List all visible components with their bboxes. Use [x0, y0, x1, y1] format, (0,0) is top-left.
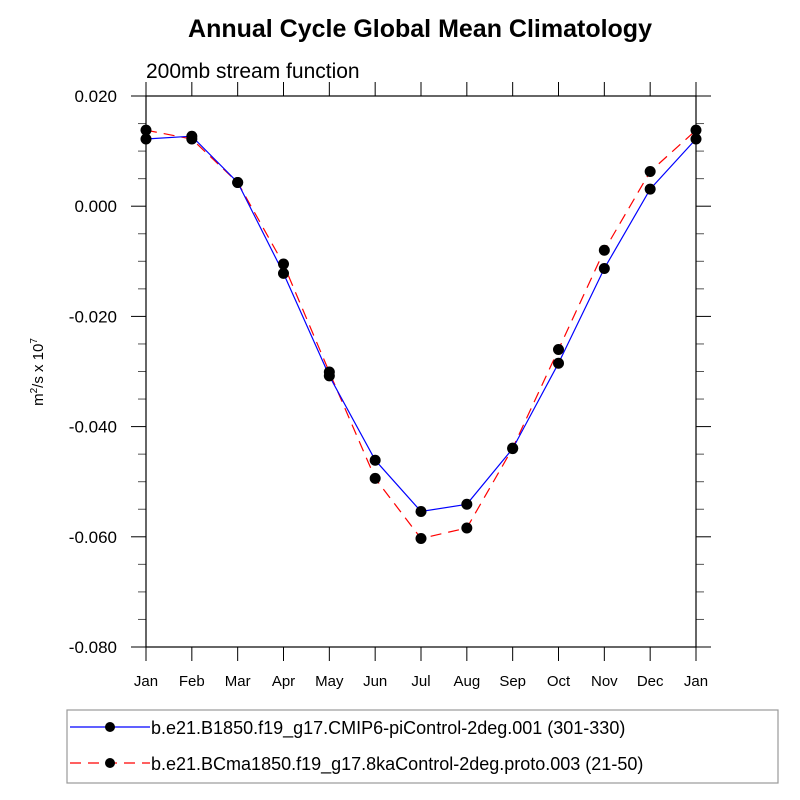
data-point-series-0 — [369, 454, 381, 466]
chart-subtitle: 200mb stream function — [146, 60, 360, 83]
y-axis-label-mid: /s x 10 — [30, 344, 47, 388]
legend-item-1: b.e21.BCma1850.f19_g17.8kaControl-2deg.p… — [70, 754, 643, 775]
legend-item-0: b.e21.B1850.f19_g17.CMIP6-piControl-2deg… — [70, 718, 625, 739]
svg-text:m2/s x 107: m2/s x 107 — [29, 338, 47, 406]
legend-marker-1 — [105, 758, 115, 768]
data-point-series-1 — [415, 532, 427, 544]
x-tick-label: Nov — [591, 673, 618, 690]
x-tick-label: Sep — [499, 673, 526, 690]
y-tick-label: 0.020 — [74, 87, 117, 106]
x-tick-label: Jun — [363, 673, 387, 690]
plot-frame — [145, 95, 697, 648]
axis-tick-labels: Jan Feb Mar Apr May Jun Jul Aug Sep Oct Nov Dec Jan 0… — [69, 87, 708, 690]
x-tick-label: Dec — [637, 673, 664, 690]
y-axis-label-sup2: 7 — [29, 338, 40, 344]
x-tick-label: Oct — [547, 673, 571, 690]
data-point-series-1 — [186, 133, 198, 145]
legend: b.e21.B1850.f19_g17.CMIP6-piControl-2deg… — [66, 709, 779, 784]
data-point-series-1 — [461, 522, 473, 534]
y-tick-label: 0.000 — [74, 197, 117, 216]
data-point-series-0 — [553, 357, 564, 369]
series-line-1 — [145, 129, 697, 540]
data-point-series-1 — [644, 165, 656, 177]
data-point-series-1 — [278, 258, 289, 270]
series-layer — [140, 124, 702, 544]
data-point-series-0 — [461, 498, 473, 510]
y-tick-label: -0.060 — [69, 528, 117, 547]
x-tick-label: Apr — [272, 673, 295, 690]
legend-box — [66, 709, 779, 784]
y-tick-label: -0.020 — [69, 307, 117, 326]
series-line-0 — [145, 135, 697, 513]
data-point-series-1 — [553, 343, 564, 355]
y-axis-label: m2/s x 107 — [29, 338, 47, 406]
y-tick-label: -0.040 — [69, 418, 117, 437]
y-axis-label-base: m — [30, 393, 47, 406]
data-point-series-0 — [415, 505, 427, 517]
legend-label-1: b.e21.BCma1850.f19_g17.8kaControl-2deg.p… — [151, 754, 643, 775]
legend-marker-0 — [105, 722, 115, 732]
data-point-series-0 — [278, 267, 289, 279]
data-point-series-1 — [598, 244, 610, 256]
data-point-series-1 — [323, 366, 335, 378]
chart-title: Annual Cycle Global Mean Climatology — [188, 15, 652, 43]
data-point-series-1 — [369, 472, 381, 484]
x-tick-label: Mar — [225, 673, 251, 690]
y-tick-label: -0.080 — [69, 638, 117, 657]
x-tick-label: Feb — [179, 673, 205, 690]
x-tick-label: Jan — [684, 673, 708, 690]
data-point-series-0 — [644, 183, 656, 195]
axis-ticks — [131, 82, 711, 661]
data-point-series-1 — [232, 177, 244, 189]
data-point-series-1 — [507, 442, 519, 454]
x-tick-label: May — [315, 673, 344, 690]
data-point-series-0 — [598, 262, 610, 274]
x-tick-label: Jul — [411, 673, 430, 690]
y-axis-label-sup1: 2 — [29, 387, 40, 393]
x-tick-label: Aug — [453, 673, 480, 690]
x-tick-label: Jan — [134, 673, 158, 690]
legend-label-0: b.e21.B1850.f19_g17.CMIP6-piControl-2deg… — [151, 718, 625, 739]
